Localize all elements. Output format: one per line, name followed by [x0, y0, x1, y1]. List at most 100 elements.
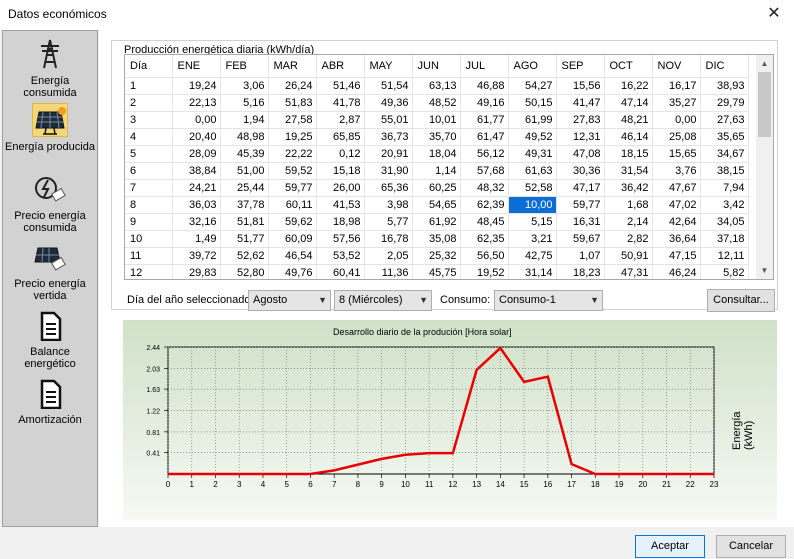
- value-cell[interactable]: 41,53: [316, 196, 365, 214]
- value-cell[interactable]: 54,27: [508, 77, 557, 95]
- value-cell[interactable]: 2,82: [604, 230, 653, 248]
- value-cell[interactable]: 2,14: [604, 213, 653, 231]
- value-cell[interactable]: 47,67: [652, 179, 701, 197]
- value-cell[interactable]: 50,15: [508, 94, 557, 112]
- value-cell[interactable]: 22,13: [172, 94, 221, 112]
- value-cell[interactable]: 20,40: [172, 128, 221, 146]
- sidebar-item-balance-energetico[interactable]: Balance energético: [4, 309, 96, 370]
- value-cell[interactable]: 41,78: [316, 94, 365, 112]
- value-cell[interactable]: 49,31: [508, 145, 557, 163]
- value-cell[interactable]: 51,00: [220, 162, 269, 180]
- value-cell[interactable]: 39,72: [172, 247, 221, 265]
- table-row[interactable]: 3 0,00 1,94 27,58 2,87 55,01 10,01 61,77 61,99 27…: [125, 111, 749, 129]
- value-cell[interactable]: 0,00: [652, 111, 701, 129]
- column-header-día[interactable]: Día: [125, 55, 173, 78]
- value-cell[interactable]: 47,14: [604, 94, 653, 112]
- value-cell[interactable]: 65,85: [316, 128, 365, 146]
- value-cell[interactable]: 42,75: [508, 247, 557, 265]
- value-cell[interactable]: 36,42: [604, 179, 653, 197]
- scroll-down-icon[interactable]: ▼: [760, 266, 769, 275]
- value-cell[interactable]: 0,00: [172, 111, 221, 129]
- production-table[interactable]: Día ENE FEB MAR ABR MAY JUN JUL AGO SEP OCT NOV DIC …: [124, 54, 774, 280]
- value-cell[interactable]: 5,77: [364, 213, 413, 231]
- value-cell[interactable]: 18,23: [556, 264, 605, 279]
- consumo-select[interactable]: Consumo-1 ▼: [494, 290, 603, 311]
- value-cell[interactable]: 3,06: [220, 77, 269, 95]
- value-cell[interactable]: 52,80: [220, 264, 269, 279]
- value-cell[interactable]: 5,15: [508, 213, 557, 231]
- value-cell[interactable]: 47,02: [652, 196, 701, 214]
- value-cell[interactable]: 34,67: [700, 145, 749, 163]
- value-cell[interactable]: 51,46: [316, 77, 365, 95]
- value-cell[interactable]: 27,63: [700, 111, 749, 129]
- day-cell[interactable]: 5: [125, 145, 173, 163]
- value-cell[interactable]: 22,22: [268, 145, 317, 163]
- sidebar-item-amortizacion[interactable]: Amortización: [4, 377, 96, 426]
- value-cell[interactable]: 26,00: [316, 179, 365, 197]
- value-cell[interactable]: 38,15: [700, 162, 749, 180]
- value-cell[interactable]: 59,52: [268, 162, 317, 180]
- table-scrollbar[interactable]: ▲ ▼: [756, 55, 773, 279]
- value-cell[interactable]: 46,88: [460, 77, 509, 95]
- value-cell[interactable]: 61,99: [508, 111, 557, 129]
- value-cell[interactable]: 60,25: [412, 179, 461, 197]
- value-cell[interactable]: 15,56: [556, 77, 605, 95]
- column-header-ago[interactable]: AGO: [508, 55, 557, 78]
- value-cell[interactable]: 31,54: [604, 162, 653, 180]
- value-cell[interactable]: 65,36: [364, 179, 413, 197]
- column-header-sep[interactable]: SEP: [556, 55, 605, 78]
- value-cell[interactable]: 35,08: [412, 230, 461, 248]
- value-cell[interactable]: 1,49: [172, 230, 221, 248]
- value-cell[interactable]: 62,39: [460, 196, 509, 214]
- value-cell[interactable]: 19,24: [172, 77, 221, 95]
- consultar-button[interactable]: Consultar...: [707, 289, 775, 312]
- value-cell[interactable]: 59,77: [268, 179, 317, 197]
- value-cell[interactable]: 46,14: [604, 128, 653, 146]
- value-cell[interactable]: 55,01: [364, 111, 413, 129]
- value-cell[interactable]: 15,18: [316, 162, 365, 180]
- value-cell[interactable]: 37,18: [700, 230, 749, 248]
- value-cell[interactable]: 57,56: [316, 230, 365, 248]
- value-cell[interactable]: 1,94: [220, 111, 269, 129]
- value-cell[interactable]: 53,52: [316, 247, 365, 265]
- value-cell[interactable]: 60,41: [316, 264, 365, 279]
- scrollbar-thumb[interactable]: [758, 72, 771, 137]
- value-cell[interactable]: 49,76: [268, 264, 317, 279]
- value-cell[interactable]: 27,83: [556, 111, 605, 129]
- value-cell[interactable]: 11,36: [364, 264, 413, 279]
- value-cell[interactable]: 36,64: [652, 230, 701, 248]
- value-cell[interactable]: 25,32: [412, 247, 461, 265]
- value-cell[interactable]: 5,82: [700, 264, 749, 279]
- value-cell[interactable]: 15,65: [652, 145, 701, 163]
- value-cell[interactable]: 30,36: [556, 162, 605, 180]
- value-cell[interactable]: 28,09: [172, 145, 221, 163]
- value-cell[interactable]: 47,17: [556, 179, 605, 197]
- column-header-abr[interactable]: ABR: [316, 55, 365, 78]
- value-cell[interactable]: 24,21: [172, 179, 221, 197]
- value-cell[interactable]: 12,31: [556, 128, 605, 146]
- value-cell[interactable]: 3,42: [700, 196, 749, 214]
- table-row[interactable]: 7 24,21 25,44 59,77 26,00 65,36 60,25 48,32 52,5…: [125, 179, 749, 197]
- value-cell[interactable]: 25,08: [652, 128, 701, 146]
- sidebar-item-energia-consumida[interactable]: Energía consumida: [4, 36, 96, 99]
- sidebar-item-energia-producida[interactable]: Energía producida: [4, 103, 96, 153]
- value-cell[interactable]: 59,67: [556, 230, 605, 248]
- value-cell[interactable]: 7,94: [700, 179, 749, 197]
- day-cell[interactable]: 7: [125, 179, 173, 197]
- sidebar-item-precio-energia-vertida[interactable]: Precio energía vertida: [4, 241, 96, 302]
- value-cell[interactable]: 63,13: [412, 77, 461, 95]
- value-cell[interactable]: 27,58: [268, 111, 317, 129]
- accept-button[interactable]: Aceptar: [635, 535, 705, 558]
- day-cell[interactable]: 10: [125, 230, 173, 248]
- day-cell[interactable]: 1: [125, 77, 173, 95]
- value-cell[interactable]: 2,87: [316, 111, 365, 129]
- column-header-jun[interactable]: JUN: [412, 55, 461, 78]
- value-cell[interactable]: 16,31: [556, 213, 605, 231]
- value-cell[interactable]: 1,07: [556, 247, 605, 265]
- value-cell[interactable]: 1,68: [604, 196, 653, 214]
- value-cell[interactable]: 3,98: [364, 196, 413, 214]
- column-header-jul[interactable]: JUL: [460, 55, 509, 78]
- value-cell[interactable]: 48,45: [460, 213, 509, 231]
- value-cell[interactable]: 2,05: [364, 247, 413, 265]
- value-cell[interactable]: 50,91: [604, 247, 653, 265]
